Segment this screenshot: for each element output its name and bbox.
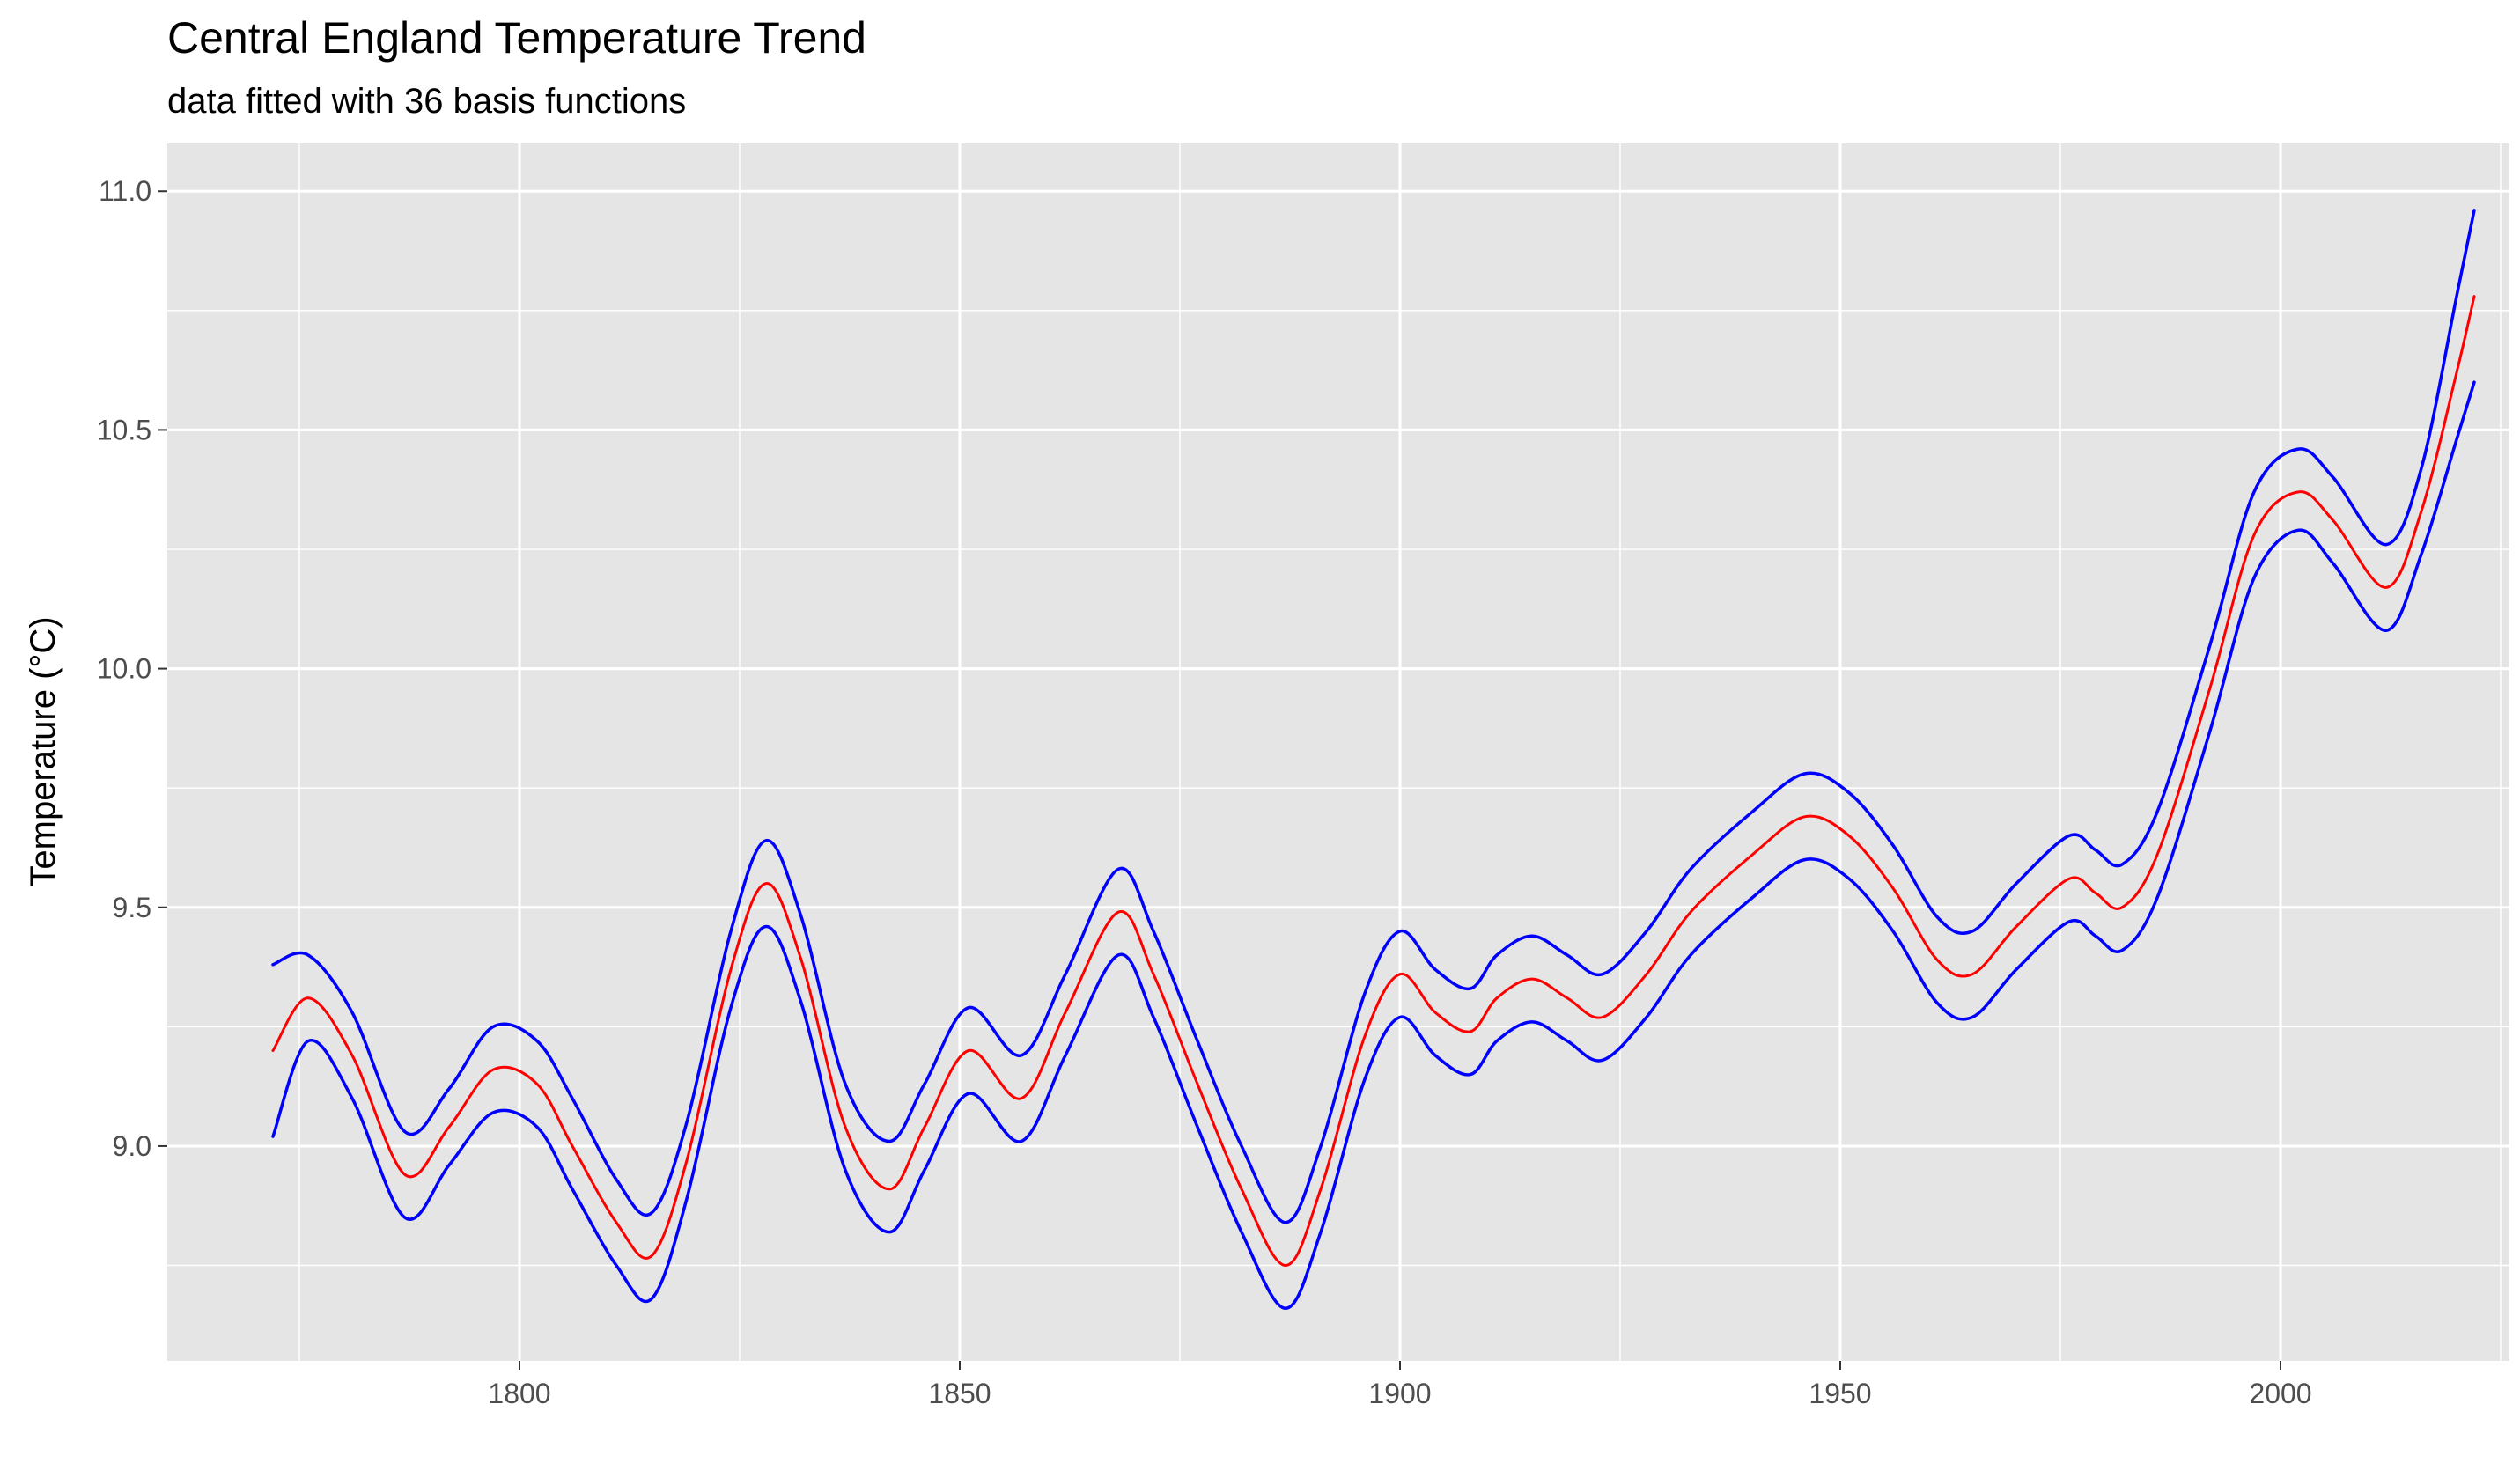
major-gridlines (167, 143, 2509, 1361)
x-tick-label: 2000 (2249, 1378, 2311, 1409)
y-tick-label: 10.5 (97, 414, 151, 445)
y-tick-label: 10.0 (97, 653, 151, 685)
x-tick-label: 1850 (928, 1378, 991, 1409)
y-axis: 9.0 9.5 10.0 10.5 11.0 (97, 175, 167, 1162)
x-tick-label: 1800 (488, 1378, 550, 1409)
lower-confidence-line (271, 380, 2476, 1311)
y-tick-label: 11.0 (99, 175, 151, 207)
chart-subtitle: data fitted with 36 basis functions (167, 82, 686, 121)
upper-confidence-line (271, 209, 2476, 1224)
y-axis-title: Temperature (°C) (24, 616, 63, 886)
y-tick-label: 9.5 (113, 892, 151, 923)
x-tick-label: 1900 (1368, 1378, 1431, 1409)
y-tick-label: 9.0 (113, 1130, 151, 1162)
series-layer (271, 209, 2476, 1311)
x-tick-label: 1950 (1809, 1378, 1871, 1409)
x-axis: 1800 1850 1900 1950 2000 (488, 1361, 2312, 1409)
minor-gridlines (167, 143, 2509, 1361)
chart-title: Central England Temperature Trend (167, 13, 866, 63)
fitted-trend-line (271, 295, 2476, 1267)
